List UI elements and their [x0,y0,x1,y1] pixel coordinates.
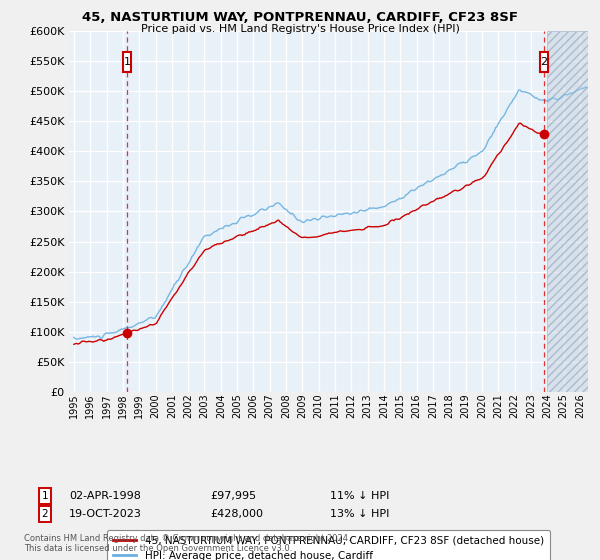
FancyBboxPatch shape [123,53,131,72]
Text: £97,995: £97,995 [210,491,256,501]
Text: 45, NASTURTIUM WAY, PONTPRENNAU, CARDIFF, CF23 8SF: 45, NASTURTIUM WAY, PONTPRENNAU, CARDIFF… [82,11,518,24]
Text: 1: 1 [124,57,130,67]
Bar [547,31,588,392]
Text: Price paid vs. HM Land Registry's House Price Index (HPI): Price paid vs. HM Land Registry's House … [140,24,460,34]
Text: 1: 1 [41,491,49,501]
Text: 02-APR-1998: 02-APR-1998 [69,491,141,501]
Text: 11% ↓ HPI: 11% ↓ HPI [330,491,389,501]
FancyBboxPatch shape [540,53,548,72]
Text: 19-OCT-2023: 19-OCT-2023 [69,509,142,519]
Text: £428,000: £428,000 [210,509,263,519]
Text: 2: 2 [41,509,49,519]
Text: 2: 2 [541,57,547,67]
Text: Contains HM Land Registry data © Crown copyright and database right 2024.
This d: Contains HM Land Registry data © Crown c… [24,534,350,553]
Text: 13% ↓ HPI: 13% ↓ HPI [330,509,389,519]
Bar [547,31,588,392]
Legend: 45, NASTURTIUM WAY, PONTPRENNAU, CARDIFF, CF23 8SF (detached house), HPI: Averag: 45, NASTURTIUM WAY, PONTPRENNAU, CARDIFF… [107,530,550,560]
